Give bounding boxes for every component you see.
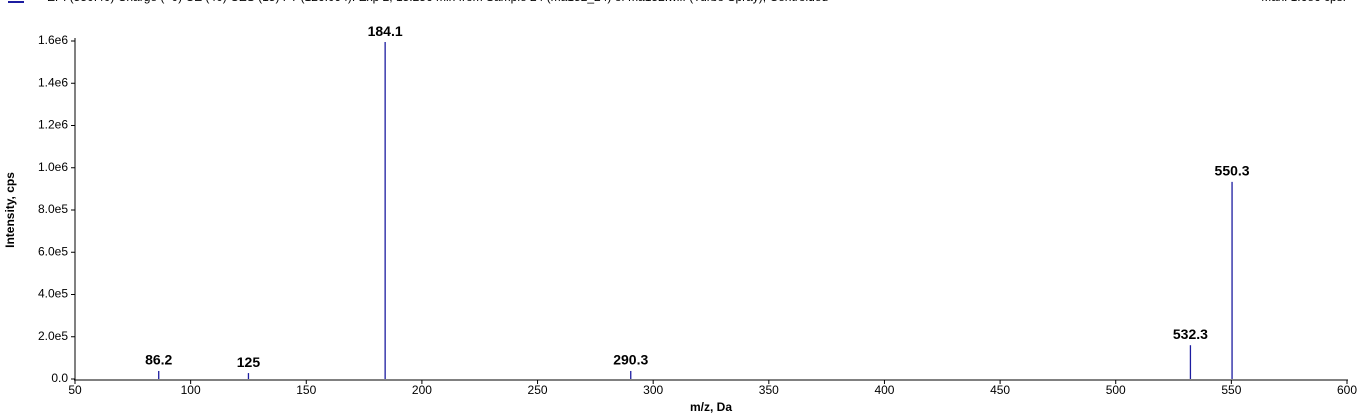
x-tick-label: 450 xyxy=(990,383,1010,397)
peak-label: 550.3 xyxy=(1215,163,1250,179)
chart-title: +EPI (550.40) Charge (+0) CE (40) CES (1… xyxy=(40,0,828,4)
y-tick-label: 6.0e5 xyxy=(38,244,68,258)
peak-label: 125 xyxy=(237,354,261,370)
x-axis-label: m/z, Da xyxy=(690,400,732,414)
x-tick-label: 600 xyxy=(1337,383,1357,397)
y-tick-label: 8.0e5 xyxy=(38,202,68,216)
y-tick-label: 4.0e5 xyxy=(38,287,68,301)
y-tick-label: 1.4e6 xyxy=(38,75,68,89)
y-tick-label: 1.2e6 xyxy=(38,118,68,132)
x-tick-label: 500 xyxy=(1106,383,1126,397)
x-tick-label: 400 xyxy=(874,383,894,397)
peak-label: 290.3 xyxy=(613,352,648,368)
peak-label: 86.2 xyxy=(145,352,172,368)
x-tick-label: 300 xyxy=(643,383,663,397)
peak-label: 532.3 xyxy=(1173,326,1208,342)
y-tick-label: 1.6e6 xyxy=(38,33,68,47)
x-tick-label: 200 xyxy=(412,383,432,397)
y-tick-label: 2.0e5 xyxy=(38,329,68,343)
peak-label: 184.1 xyxy=(368,23,403,39)
y-tick-label: 0.0 xyxy=(51,371,68,385)
y-tick-label: 1.0e6 xyxy=(38,160,68,174)
x-tick-label: 250 xyxy=(528,383,548,397)
max-label: Max. 1.6e6 cps. xyxy=(1261,0,1346,4)
x-tick-label: 150 xyxy=(296,383,316,397)
x-tick-label: 50 xyxy=(68,383,82,397)
x-tick-label: 550 xyxy=(1221,383,1241,397)
x-tick-label: 100 xyxy=(181,383,201,397)
y-axis-label: Intensity, cps xyxy=(3,172,17,248)
x-tick-label: 350 xyxy=(759,383,779,397)
